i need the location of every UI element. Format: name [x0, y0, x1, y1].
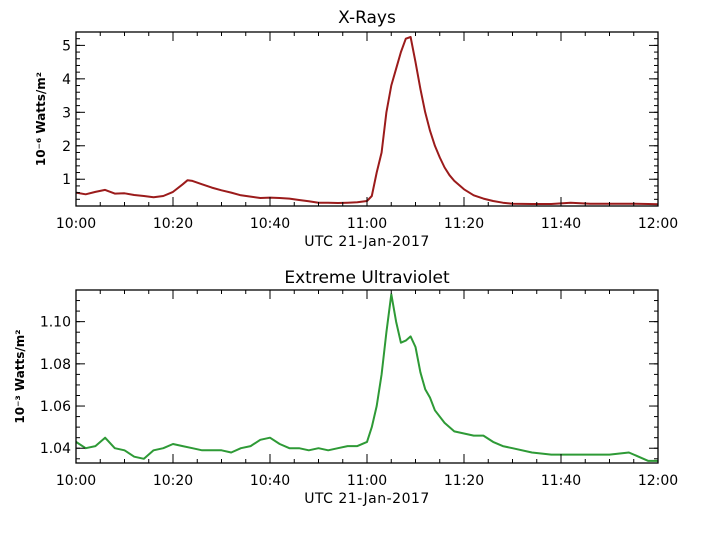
x-tick-label: 10:40 — [250, 473, 290, 489]
y-tick-label: 1.08 — [40, 357, 71, 373]
x-tick-label: 11:00 — [347, 473, 387, 489]
y-axis-label: 10⁻³ Watts/m² — [13, 329, 27, 423]
x-tick-label: 10:20 — [153, 216, 193, 232]
plot-frame — [75, 31, 659, 207]
x-axis-label: UTC 21-Jan-2017 — [304, 234, 430, 250]
y-tick-label: 1 — [62, 172, 71, 188]
x-tick-label: 10:00 — [56, 473, 96, 489]
chart-title: Extreme Ultraviolet — [284, 268, 450, 288]
chart-panel-1: X-Rays 10:00 10:20 10:40 11:00 11:20 11:40 12:0… — [34, 8, 678, 250]
chart-title: X-Rays — [338, 8, 396, 28]
x-tick-label: 11:40 — [541, 473, 581, 489]
y-tick-label: 1.10 — [40, 315, 71, 331]
x-tick-label: 10:00 — [56, 216, 96, 232]
y-axis-label: 10⁻⁶ Watts/m² — [34, 72, 48, 166]
x-tick-label: 11:40 — [541, 216, 581, 232]
x-tick-label: 12:00 — [638, 216, 678, 232]
y-tick-label: 4 — [62, 72, 71, 88]
y-tick-label: 1.06 — [40, 399, 71, 415]
x-tick-label: 10:20 — [153, 473, 193, 489]
y-tick-label: 5 — [62, 38, 71, 54]
x-tick-label: 11:20 — [444, 216, 484, 232]
y-tick-label: 1.04 — [40, 441, 71, 457]
x-axis-label: UTC 21-Jan-2017 — [304, 491, 430, 507]
x-tick-label: 11:00 — [347, 216, 387, 232]
x-tick-label: 12:00 — [638, 473, 678, 489]
y-tick-label: 2 — [62, 139, 71, 155]
chart-panel-2: Extreme Ultraviolet 10:00 10:20 10:40 11:00 1… — [13, 268, 678, 507]
x-tick-label: 10:40 — [250, 216, 290, 232]
series-line — [75, 293, 658, 462]
plot-frame — [75, 289, 659, 464]
series-line — [75, 36, 659, 206]
x-tick-label: 11:20 — [444, 473, 484, 489]
y-tick-label: 3 — [62, 105, 71, 121]
